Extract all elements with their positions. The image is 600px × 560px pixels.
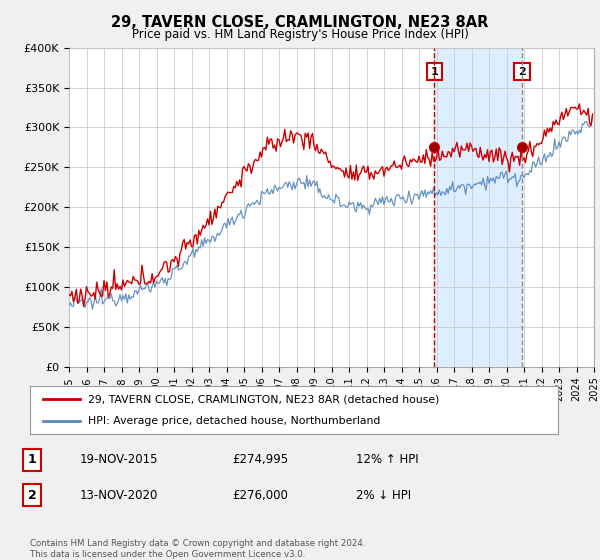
Text: 29, TAVERN CLOSE, CRAMLINGTON, NE23 8AR (detached house): 29, TAVERN CLOSE, CRAMLINGTON, NE23 8AR … [88, 394, 439, 404]
Text: Contains HM Land Registry data © Crown copyright and database right 2024.
This d: Contains HM Land Registry data © Crown c… [30, 539, 365, 559]
Bar [434, 48, 522, 367]
Text: 2: 2 [518, 67, 526, 77]
Text: 19-NOV-2015: 19-NOV-2015 [80, 453, 158, 466]
Text: 29, TAVERN CLOSE, CRAMLINGTON, NE23 8AR: 29, TAVERN CLOSE, CRAMLINGTON, NE23 8AR [112, 15, 488, 30]
Text: 12% ↑ HPI: 12% ↑ HPI [356, 453, 419, 466]
Text: 2: 2 [28, 488, 37, 502]
Text: £276,000: £276,000 [232, 488, 288, 502]
Text: 1: 1 [431, 67, 438, 77]
Text: 1: 1 [28, 453, 37, 466]
Text: HPI: Average price, detached house, Northumberland: HPI: Average price, detached house, Nort… [88, 416, 380, 426]
Text: Price paid vs. HM Land Registry's House Price Index (HPI): Price paid vs. HM Land Registry's House … [131, 28, 469, 41]
Text: 13-NOV-2020: 13-NOV-2020 [80, 488, 158, 502]
Text: £274,995: £274,995 [232, 453, 289, 466]
Text: 2% ↓ HPI: 2% ↓ HPI [356, 488, 412, 502]
